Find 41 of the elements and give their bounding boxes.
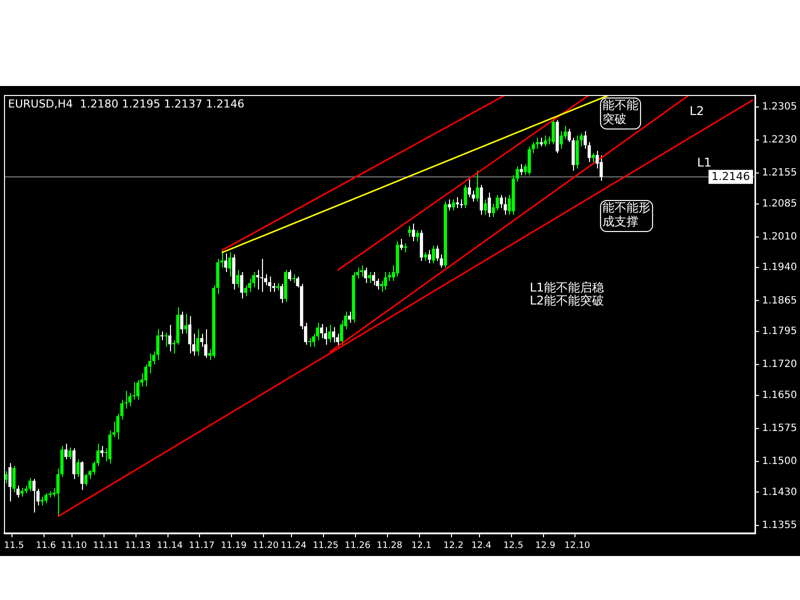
x-tick-label: 11.17 (188, 540, 215, 551)
y-tick-label: 1.2085 (762, 198, 798, 210)
x-tick-label: 12.10 (564, 540, 590, 551)
x-tick-label: 12.2 (443, 540, 464, 551)
y-tick-label: 1.2230 (762, 134, 798, 146)
x-tick-label: 11.24 (280, 540, 307, 551)
y-tick-label: 1.1795 (762, 326, 798, 338)
x-tick-label: 11.6 (36, 540, 56, 551)
annotation: 能不能突破 (602, 98, 639, 126)
y-tick-label: 1.2155 (762, 168, 798, 179)
x-tick-label: 11.20 (252, 540, 279, 551)
x-tick-label: 11.5 (4, 540, 24, 551)
y-tick-label: 1.1500 (762, 456, 798, 468)
y-tick-label: 1.2305 (762, 101, 798, 112)
y-tick-label: 1.1650 (762, 390, 798, 401)
x-tick-label: 11.11 (92, 540, 119, 551)
annotation: L2能不能突破 (530, 294, 604, 308)
y-tick-label: 1.1355 (762, 520, 798, 531)
x-tick-label: 12.5 (503, 540, 524, 551)
annotation: L1 (697, 155, 712, 170)
y-tick-label: 1.1575 (762, 422, 798, 434)
ref-line-label: 1.2146 (712, 170, 750, 183)
chart-title: EURUSD,H4 1.2180 1.2195 1.2137 1.2146 (8, 97, 244, 110)
x-tick-label: 12.4 (471, 540, 492, 551)
x-tick-label: 11.14 (156, 540, 183, 551)
annotation: L1能不能启稳 (530, 280, 604, 294)
y-tick-label: 1.1940 (762, 262, 798, 274)
x-tick-label: 11.26 (344, 540, 371, 551)
x-tick-label: 11.19 (220, 540, 247, 551)
x-tick-label: 12.9 (535, 540, 556, 551)
y-tick-label: 1.1720 (762, 359, 798, 370)
y-tick-label: 1.1865 (762, 295, 798, 306)
x-tick-label: 11.10 (61, 540, 88, 551)
y-tick-label: 1.2010 (762, 231, 798, 242)
x-tick-label: 11.25 (312, 540, 338, 551)
x-tick-label: 11.13 (124, 540, 151, 551)
y-tick-label: 1.1430 (762, 486, 798, 498)
x-tick-label: 12.1 (411, 540, 432, 551)
annotation: L2 (690, 104, 704, 118)
annotation: 能不能形成支撑 (602, 200, 651, 229)
x-tick-label: 11.28 (376, 540, 403, 551)
